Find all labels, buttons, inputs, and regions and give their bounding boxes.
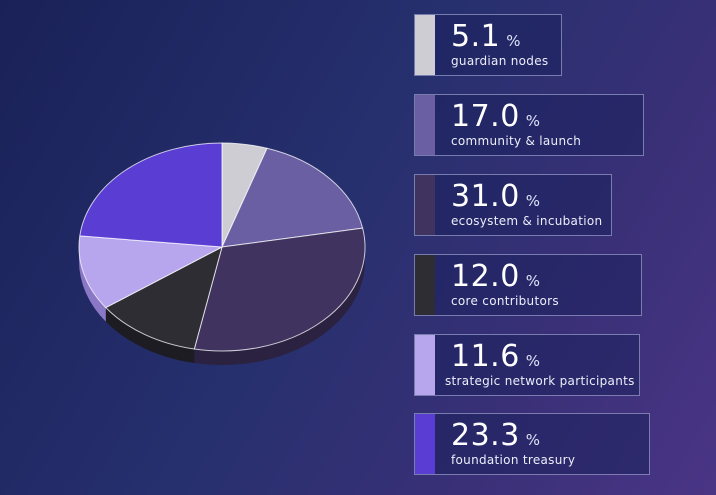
legend-label: foundation treasury: [451, 453, 576, 467]
legend-value: 5.1: [451, 19, 501, 54]
pie-side-walls: [79, 247, 365, 365]
legend-label: strategic network participants: [445, 374, 635, 388]
pie-slice-ecosystem-incubation: [193, 227, 366, 352]
legend-label: core contributors: [451, 294, 559, 308]
pie-slice-community-launch: [221, 147, 364, 248]
pie-slice-strategic-network-participants: [78, 235, 223, 309]
legend-item-core-contributors: 12.0% core contributors: [414, 254, 642, 316]
pie-slice-core-contributors: [105, 246, 223, 350]
legend-item-strategic-network-participants: 11.6% strategic network participants: [414, 334, 640, 396]
legend-unit: %: [525, 431, 541, 449]
legend-item-ecosystem-incubation: 31.0% ecosystem & incubation: [414, 174, 612, 236]
legend-unit: %: [525, 112, 541, 130]
legend-unit: %: [525, 352, 541, 370]
legend-unit: %: [525, 192, 541, 210]
pie-top-faces: [78, 142, 366, 352]
legend-label: community & launch: [451, 134, 582, 148]
legend-swatch: [415, 414, 435, 474]
pie-slice-side-ecosystem-incubation: [194, 247, 365, 365]
legend-item-community-launch: 17.0% community & launch: [414, 94, 644, 156]
pie-slice-foundation-treasury: [79, 142, 223, 248]
pie-slice-side-core-contributors: [105, 307, 195, 364]
pie-slice-side-strategic-network-participants: [79, 247, 106, 322]
legend-label: ecosystem & incubation: [451, 214, 603, 228]
legend-value: 12.0: [451, 259, 520, 294]
legend-swatch: [415, 175, 435, 235]
legend-swatch: [415, 15, 435, 75]
legend-value: 11.6: [451, 339, 520, 374]
legend-value: 17.0: [451, 99, 520, 134]
legend-item-foundation-treasury: 23.3% foundation treasury: [414, 413, 650, 475]
legend-value: 23.3: [451, 418, 520, 453]
legend-unit: %: [506, 32, 521, 50]
legend-swatch: [415, 95, 435, 155]
legend-value: 31.0: [451, 179, 520, 214]
legend-item-guardian-nodes: 5.1% guardian nodes: [414, 14, 562, 76]
legend-swatch: [415, 255, 435, 315]
legend-unit: %: [525, 272, 541, 290]
legend-label: guardian nodes: [451, 54, 549, 68]
legend-swatch: [415, 335, 435, 395]
